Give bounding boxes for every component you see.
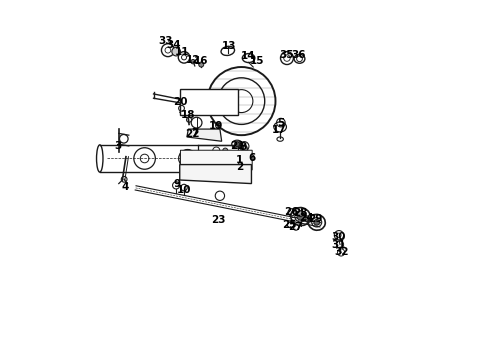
Text: 23: 23 (211, 215, 225, 225)
Polygon shape (187, 129, 221, 141)
Polygon shape (180, 165, 251, 184)
Text: 9: 9 (173, 179, 180, 189)
Text: 20: 20 (173, 97, 188, 107)
Text: 24: 24 (299, 213, 314, 223)
Text: 7: 7 (191, 129, 198, 138)
Text: 6: 6 (248, 153, 256, 163)
Text: 15: 15 (250, 55, 265, 66)
Circle shape (223, 154, 228, 159)
Text: 16: 16 (194, 56, 209, 66)
Text: 34: 34 (167, 40, 181, 50)
Text: 28: 28 (294, 208, 308, 218)
Text: 27: 27 (289, 222, 303, 232)
Circle shape (235, 141, 240, 147)
FancyBboxPatch shape (180, 89, 238, 116)
Text: 1: 1 (236, 155, 243, 165)
Text: 33: 33 (158, 36, 172, 46)
Text: 22: 22 (185, 129, 199, 139)
Text: 21: 21 (231, 141, 245, 151)
Text: 26: 26 (284, 207, 299, 217)
Text: 4: 4 (121, 182, 128, 192)
Text: 12: 12 (186, 54, 200, 64)
Text: 8: 8 (240, 142, 247, 152)
Circle shape (248, 154, 254, 160)
Text: 2: 2 (236, 162, 243, 172)
Circle shape (314, 220, 319, 225)
Text: 11: 11 (175, 47, 190, 57)
Circle shape (223, 148, 228, 153)
Circle shape (297, 213, 304, 220)
Text: 3: 3 (114, 141, 122, 151)
Text: 17: 17 (272, 125, 286, 135)
Text: 14: 14 (241, 51, 256, 61)
Text: 10: 10 (177, 185, 191, 195)
Circle shape (297, 211, 303, 217)
Text: 19: 19 (209, 121, 223, 131)
Polygon shape (180, 150, 252, 170)
Text: 29: 29 (308, 215, 322, 224)
Circle shape (199, 62, 204, 67)
Text: 36: 36 (291, 50, 305, 60)
Text: 30: 30 (332, 232, 346, 242)
Text: 25: 25 (283, 220, 297, 230)
Text: 35: 35 (279, 50, 294, 60)
Text: 18: 18 (181, 111, 196, 121)
Text: 13: 13 (221, 41, 236, 50)
Circle shape (191, 59, 195, 64)
Text: 32: 32 (334, 247, 348, 257)
Circle shape (172, 47, 180, 56)
Text: 5: 5 (277, 118, 285, 128)
Text: 31: 31 (332, 239, 346, 249)
